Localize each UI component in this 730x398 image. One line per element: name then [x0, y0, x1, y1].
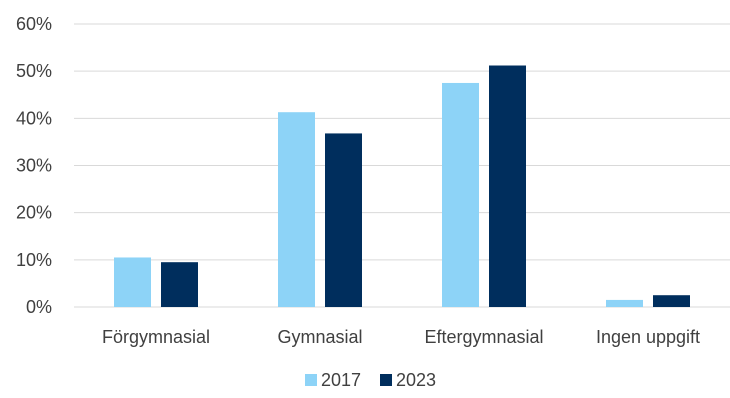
- y-tick-label: 40%: [16, 108, 52, 128]
- y-tick-label: 50%: [16, 61, 52, 81]
- legend-swatch-2023: [380, 374, 392, 386]
- y-axis-tick-labels: 0% 10% 20% 30% 40% 50% 60%: [16, 14, 52, 317]
- bar-2017-0: [114, 257, 151, 307]
- bars: [114, 65, 690, 308]
- bar-2017-2: [442, 82, 479, 307]
- legend-label: 2023: [396, 370, 436, 390]
- y-tick-label: 30%: [16, 156, 52, 176]
- bar-2023-2: [489, 65, 526, 307]
- y-tick-label: 20%: [16, 203, 52, 223]
- x-axis-category-labels: Förgymnasial Gymnasial Eftergymnasial Ingen…: [102, 327, 700, 347]
- bar-2017-3: [606, 299, 643, 307]
- x-category-label: Eftergymnasial: [424, 327, 543, 347]
- bar-2023-1: [325, 133, 362, 307]
- legend: 2017 2023: [305, 370, 436, 390]
- bar-2023-0: [161, 262, 198, 307]
- bar-2017-1: [278, 112, 315, 308]
- y-tick-label: 60%: [16, 14, 52, 34]
- y-tick-label: 10%: [16, 250, 52, 270]
- legend-label: 2017: [321, 370, 361, 390]
- bar-2023-3: [653, 295, 690, 307]
- y-tick-label: 0%: [26, 297, 52, 317]
- x-category-label: Gymnasial: [277, 327, 362, 347]
- gridlines: [74, 23, 730, 308]
- legend-swatch-2017: [305, 374, 317, 386]
- x-category-label: Ingen uppgift: [596, 327, 700, 347]
- x-category-label: Förgymnasial: [102, 327, 210, 347]
